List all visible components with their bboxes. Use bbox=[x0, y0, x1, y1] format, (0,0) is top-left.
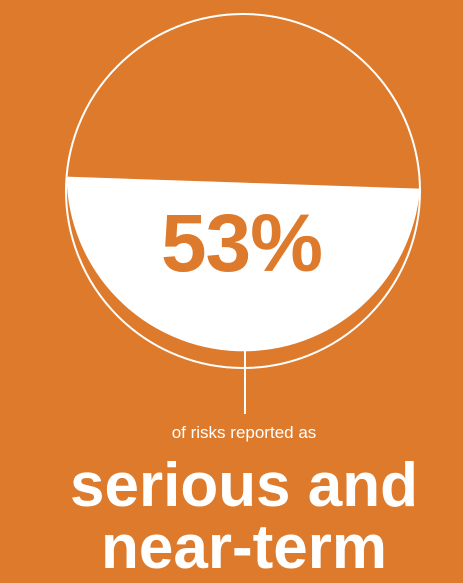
fill-region-53-percent bbox=[66, 176, 420, 352]
circle-outline bbox=[65, 13, 421, 369]
caption-small-text: of risks reported as bbox=[171, 423, 317, 442]
caption-headline-line2: near-term bbox=[101, 513, 387, 582]
stat-value-label: 53% bbox=[160, 198, 323, 289]
caption-headline-line1: serious and bbox=[70, 451, 418, 520]
